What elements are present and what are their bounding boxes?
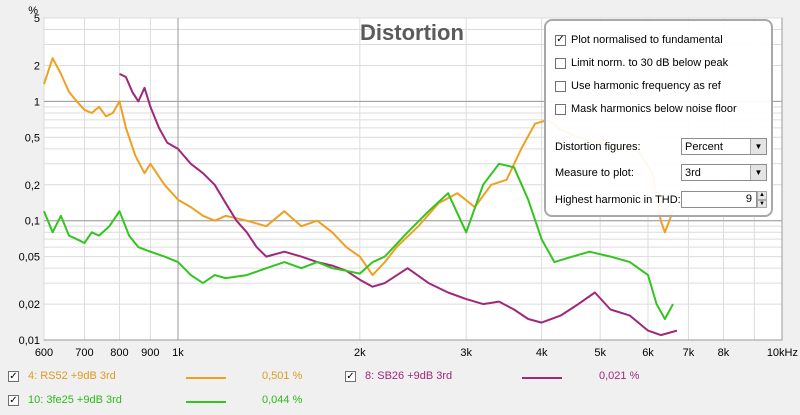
- distortion-figures-label: Distortion figures:: [555, 141, 641, 153]
- x-tick-label: 600: [35, 347, 53, 359]
- x-tick-label: 6k: [642, 347, 654, 359]
- checkbox-icon[interactable]: [555, 57, 566, 69]
- x-tick-label: 7k: [683, 347, 695, 359]
- x-tick-label: 1k: [172, 347, 184, 359]
- chevron-down-icon[interactable]: ▼: [750, 139, 766, 154]
- opt-label: Limit norm. to 30 dB below peak: [571, 57, 729, 69]
- spin-down-icon[interactable]: ▼: [757, 199, 767, 208]
- checkbox-icon[interactable]: [555, 103, 566, 115]
- highest-harmonic-spinner[interactable]: 9 ▲ ▼: [681, 191, 767, 208]
- measure-to-plot-label: Measure to plot:: [555, 167, 634, 179]
- opt-mask-harmonics[interactable]: Mask harmonics below noise floor: [555, 101, 737, 117]
- chart-title: Distortion: [360, 20, 464, 45]
- y-unit-label: %: [28, 5, 38, 17]
- opt-label: Use harmonic frequency as ref: [571, 80, 721, 92]
- legend-value: 0,021 %: [599, 370, 640, 382]
- legend-checkbox-icon[interactable]: ✓: [345, 370, 356, 382]
- highest-harmonic-row: Highest harmonic in THD: 9 ▲ ▼: [555, 191, 767, 210]
- y-tick-label: 0,5: [25, 132, 40, 144]
- options-panel: ✓ Plot normalised to fundamental Limit n…: [544, 19, 773, 217]
- x-tick-label: 8k: [718, 347, 730, 359]
- spinner-value[interactable]: 9: [681, 191, 757, 208]
- y-tick-label: 1: [34, 96, 40, 108]
- legend-name: 10: 3fe25 +9dB 3rd: [28, 394, 122, 406]
- distortion-figures-row: Distortion figures: Percent ▼: [555, 138, 767, 157]
- legend-checkbox-icon[interactable]: ✓: [8, 370, 19, 382]
- legend-value: 0,501 %: [262, 370, 303, 382]
- opt-plot-normalised[interactable]: ✓ Plot normalised to fundamental: [555, 32, 723, 48]
- x-tick-label: 900: [141, 347, 159, 359]
- y-tick-label: 0,02: [19, 299, 40, 311]
- select-value: 3rd: [685, 167, 701, 179]
- distortion-figures-select[interactable]: Percent ▼: [681, 138, 767, 155]
- y-tick-label: 0,2: [25, 180, 40, 192]
- y-tick-label: 2: [34, 60, 40, 72]
- spin-up-icon[interactable]: ▲: [757, 191, 767, 200]
- x-tick-label: 4k: [536, 347, 548, 359]
- x-tick-label: 10kHz: [767, 347, 798, 359]
- legend-swatch: [186, 377, 226, 379]
- legend-item-3fe25[interactable]: ✓ 10: 3fe25 +9dB 3rd 0,044 %: [8, 393, 328, 409]
- x-tick-label: 2k: [354, 347, 366, 359]
- opt-label: Mask harmonics below noise floor: [571, 103, 737, 115]
- legend-checkbox-icon[interactable]: ✓: [8, 394, 19, 406]
- opt-harmonic-freq-ref[interactable]: Use harmonic frequency as ref: [555, 78, 721, 94]
- legend-name: 8: SB26 +9dB 3rd: [365, 370, 453, 382]
- legend-item-sb26[interactable]: ✓ 8: SB26 +9dB 3rd 0,021 %: [345, 369, 665, 385]
- x-tick-label: 3k: [460, 347, 472, 359]
- x-tick-label: 800: [110, 347, 128, 359]
- checkbox-icon[interactable]: ✓: [555, 34, 566, 46]
- opt-label: Plot normalised to fundamental: [571, 34, 723, 46]
- opt-limit-norm[interactable]: Limit norm. to 30 dB below peak: [555, 55, 728, 71]
- legend-name: 4: RS52 +9dB 3rd: [28, 370, 116, 382]
- y-tick-label: 5: [34, 13, 40, 25]
- y-tick-label: 0,05: [19, 252, 40, 264]
- x-tick-label: 700: [75, 347, 93, 359]
- legend-item-rs52[interactable]: ✓ 4: RS52 +9dB 3rd 0,501 %: [8, 369, 328, 385]
- select-value: Percent: [685, 141, 723, 153]
- measure-to-plot-row: Measure to plot: 3rd ▼: [555, 164, 767, 183]
- legend-swatch: [186, 401, 226, 403]
- series-line: [119, 73, 678, 337]
- highest-harmonic-label: Highest harmonic in THD:: [555, 194, 681, 206]
- series-line: [43, 162, 674, 320]
- x-tick-label: 5k: [594, 347, 606, 359]
- spinner-arrows[interactable]: ▲ ▼: [757, 191, 767, 208]
- legend-swatch: [522, 377, 562, 379]
- y-tick-label: 0,01: [19, 335, 40, 347]
- chevron-down-icon[interactable]: ▼: [750, 165, 766, 180]
- y-tick-label: 0,1: [25, 216, 40, 228]
- legend-value: 0,044 %: [262, 394, 303, 406]
- checkbox-icon[interactable]: [555, 80, 566, 92]
- measure-to-plot-select[interactable]: 3rd ▼: [681, 164, 767, 181]
- legend: ✓ 4: RS52 +9dB 3rd 0,501 % ✓ 8: SB26 +9d…: [0, 367, 800, 415]
